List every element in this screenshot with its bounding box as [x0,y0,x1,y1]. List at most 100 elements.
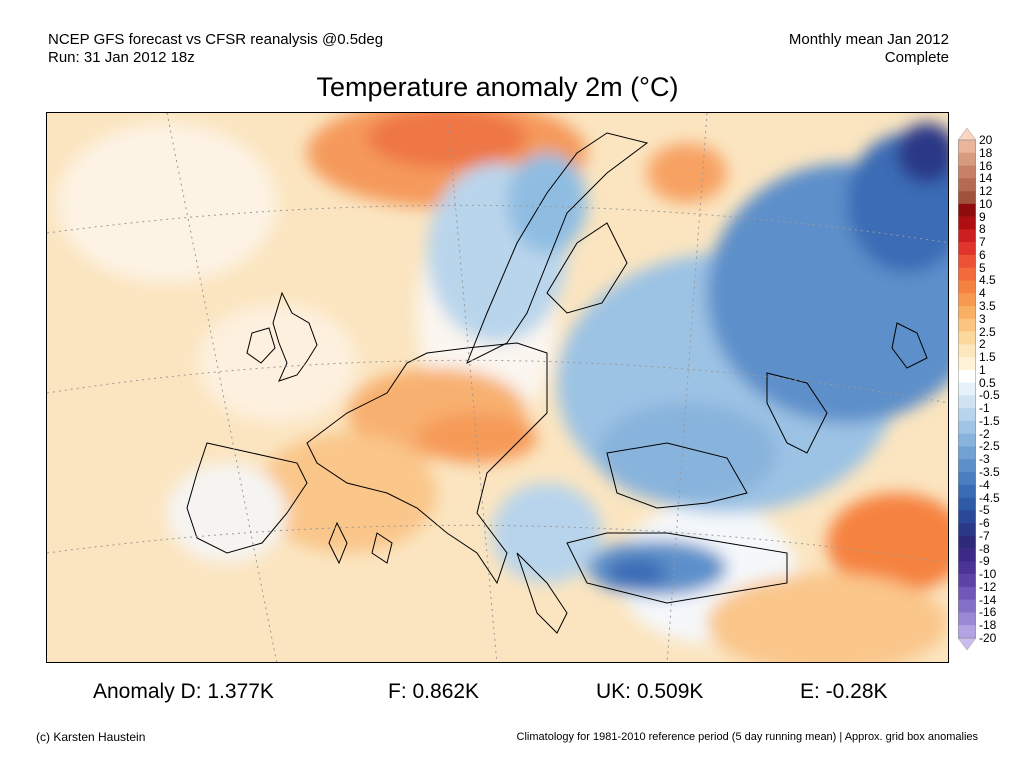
colorbar-swatch [958,408,976,422]
colorbar-swatch [958,293,976,307]
colorbar-swatch [958,612,976,626]
colorbar-bottom-arrow [958,637,976,650]
colorbar-tick-label: 7 [979,235,986,250]
colorbar-swatch [958,523,976,537]
colorbar-tick-label: -18 [979,618,997,633]
colorbar-tick-label: -9 [979,554,990,569]
colorbar-swatch [958,535,976,549]
colorbar [958,128,976,650]
colorbar-tick-label: -2 [979,426,990,441]
colorbar-tick-label: 5 [979,260,986,275]
colorbar-tick-label: -0.5 [979,388,1000,403]
colorbar-swatch [958,267,976,281]
colorbar-tick-label: 1 [979,362,986,377]
colorbar-swatch [958,548,976,562]
colorbar-swatch [958,599,976,613]
colorbar-swatch [958,191,976,205]
colorbar-tick-label: 16 [979,158,993,173]
colorbar-tick-label: 6 [979,247,986,262]
colorbar-swatch [958,140,976,154]
colorbar-tick-label: 2 [979,337,986,352]
colorbar-tick-label: 3.5 [979,299,996,313]
colorbar-swatch [958,395,976,409]
colorbar-tick-label: -3.5 [979,465,1000,479]
colorbar-swatch [958,357,976,371]
colorbar-tick-label: -1 [979,401,990,416]
colorbar-swatch [958,433,976,447]
colorbar-tick-label: 4.5 [979,273,996,288]
spain-anomaly: E: -0.28K [800,680,888,703]
colorbar-swatch [958,472,976,486]
anomaly-map [46,112,949,663]
france-anomaly: F: 0.862K [388,680,480,703]
colorbar-swatch [958,165,976,179]
colorbar-swatch [958,203,976,217]
climatology-note: Climatology for 1981-2010 reference peri… [516,731,978,743]
run-date: Run: 31 Jan 2012 18z [48,49,195,66]
colorbar-tick-label: -6 [979,516,990,531]
period-info: Monthly mean Jan 2012 Complete [789,31,949,67]
colorbar-tick-label: -14 [979,592,997,607]
colorbar-swatch [958,625,976,639]
colorbar-outline [958,139,976,639]
run-info: NCEP GFS forecast vs CFSR reanalysis @0.… [48,31,383,67]
anomaly-field [57,113,948,662]
colorbar-tick-label: -8 [979,541,990,556]
colorbar-tick-label: -1.5 [979,413,1000,428]
colorbar-tick-label: -2.5 [979,439,1000,454]
map-canvas [47,113,948,662]
map-title: Temperature anomaly 2m (°C) [316,72,679,102]
country-anomalies: Anomaly D: 1.377K F: 0.862K UK: 0.509K E… [0,680,1024,706]
colorbar-swatch [958,369,976,383]
colorbar-tick-label: 1.5 [979,350,996,365]
period-label: Monthly mean Jan 2012 [788,31,949,48]
colorbar-tick-label: -7 [979,528,990,543]
colorbar-tick-label: -3 [979,452,990,467]
colorbar-swatch [958,229,976,243]
colorbar-swatch [958,382,976,396]
colorbar-swatch [958,561,976,575]
completion-status: Complete [884,49,949,66]
colorbar-swatch [958,574,976,588]
colorbar-swatch [958,510,976,524]
copyright: (c) Karsten Haustein [36,730,146,744]
colorbar-top-arrow [958,128,976,141]
colorbar-swatch [958,586,976,600]
colorbar-tick-label: 18 [979,145,993,160]
colorbar-tick-label: -12 [979,579,997,594]
colorbar-tick-label: 10 [979,196,993,211]
colorbar-tick-label: 8 [979,222,986,237]
colorbar-tick-label: 0.5 [979,375,996,390]
colorbar-swatch [958,318,976,332]
colorbar-swatch [958,152,976,166]
colorbar-tick-label: 9 [979,209,986,224]
coastlines [186,132,928,634]
colorbar-tick-label: 14 [979,171,993,186]
colorbar-swatch [958,242,976,256]
colorbar-swatch [958,420,976,434]
colorbar-tick-label: -20 [979,631,997,645]
colorbar-tick-label: 12 [979,184,993,199]
colorbar-tick-label: 4 [979,286,986,301]
germany-anomaly: Anomaly D: 1.377K [93,680,274,703]
colorbar-swatch [958,178,976,192]
colorbar-tick-label: -10 [979,567,997,582]
colorbar-swatch [958,254,976,268]
colorbar-swatch [958,280,976,294]
colorbar-swatch [958,497,976,511]
colorbar-tick-label: -4.5 [979,490,1000,505]
colorbar-swatch [958,216,976,230]
colorbar-swatch [958,344,976,358]
colorbar-swatch [958,331,976,345]
colorbar-swatch [958,306,976,320]
colorbar-tick-label: -5 [979,503,990,518]
model-description: NCEP GFS forecast vs CFSR reanalysis @0.… [48,31,384,48]
colorbar-tick-label: -4 [979,477,990,492]
colorbar-swatch [958,484,976,498]
colorbar-swatch [958,446,976,460]
colorbar-tick-label: 2.5 [979,324,996,339]
colorbar-tick-label: 20 [979,133,993,147]
colorbar-swatch [958,459,976,473]
colorbar-tick-label: -16 [979,605,997,620]
graticule [47,113,948,662]
